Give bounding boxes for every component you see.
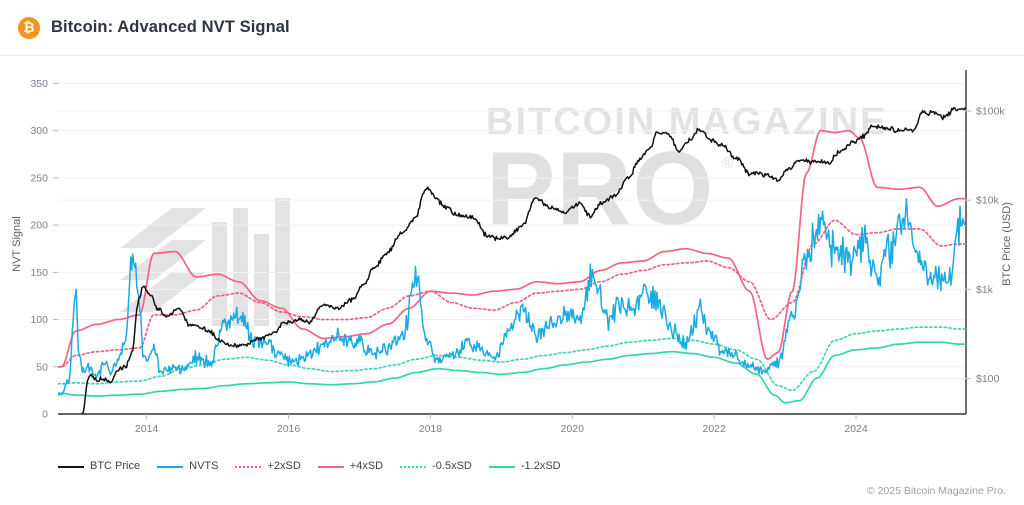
legend-item[interactable]: +2xSD bbox=[235, 460, 301, 472]
legend-swatch bbox=[235, 465, 262, 468]
chart-header: ₿ Bitcoin: Advanced NVT Signal bbox=[0, 0, 1024, 56]
y-axis-tick-label: 100 bbox=[30, 314, 48, 326]
series-line-4xsd bbox=[58, 129, 966, 368]
x-axis-tick-label: 2014 bbox=[135, 423, 159, 435]
y-axis-tick-label: 250 bbox=[30, 172, 48, 184]
chart-legend: BTC Price NVTS +2xSD +4xSD -0.5xSD -1.2xSD bbox=[58, 461, 561, 472]
legend-swatch bbox=[58, 465, 84, 468]
legend-label: NVTS bbox=[189, 460, 219, 472]
legend-label: BTC Price bbox=[90, 460, 141, 472]
x-axis-tick-label: 2018 bbox=[419, 423, 443, 435]
y-axis-tick-label: 0 bbox=[42, 409, 48, 421]
y-axis-tick-label: 150 bbox=[30, 267, 48, 279]
series-line-nvts bbox=[58, 198, 966, 396]
series-line-btc-price bbox=[81, 106, 966, 414]
legend-item[interactable]: NVTS bbox=[157, 461, 218, 472]
legend-item[interactable]: -1.2xSD bbox=[488, 460, 561, 472]
legend-swatch bbox=[157, 465, 184, 468]
y2-axis-tick-label: $1k bbox=[976, 284, 994, 296]
y-axis-title: NVT Signal bbox=[11, 216, 23, 271]
legend-swatch bbox=[488, 465, 515, 468]
legend-label: +2xSD bbox=[267, 460, 301, 472]
series-line-1-2xsd bbox=[58, 341, 966, 404]
bitcoin-icon: ₿ bbox=[18, 16, 40, 39]
y2-axis-tick-label: $10k bbox=[976, 195, 1000, 207]
y2-axis-title: BTC Price (USD) bbox=[1001, 202, 1013, 286]
legend-label: -1.2xSD bbox=[520, 460, 561, 472]
x-axis-tick-label: 2024 bbox=[844, 423, 868, 435]
y2-axis-tick-label: $100k bbox=[976, 106, 1005, 118]
legend-item[interactable]: BTC Price bbox=[58, 461, 140, 472]
legend-swatch bbox=[400, 465, 427, 468]
legend-swatch bbox=[317, 465, 344, 468]
y-axis-tick-label: 350 bbox=[30, 78, 48, 90]
legend-item[interactable]: +4xSD bbox=[317, 460, 384, 472]
copyright-notice: © 2025 Bitcoin Magazine Pro. bbox=[866, 485, 1006, 497]
y-axis-tick-label: 50 bbox=[36, 361, 48, 373]
x-axis-tick-label: 2020 bbox=[561, 423, 585, 435]
x-axis-tick-label: 2022 bbox=[702, 423, 726, 435]
chart-canvas: 0 50 100 150 200 250 300 350 $100 $1k $10k $100k 201… bbox=[11, 70, 1013, 435]
legend-label: -0.5xSD bbox=[432, 460, 472, 472]
y2-axis-tick-label: $100 bbox=[976, 373, 1000, 385]
legend-item[interactable]: -0.5xSD bbox=[400, 461, 472, 472]
chart-plot-area: BITCOIN MAGAZINE PRO ® 0 50 100 150 200 250 30… bbox=[0, 56, 1024, 505]
x-axis-tick-label: 2016 bbox=[277, 423, 301, 435]
page-title: Bitcoin: Advanced NVT Signal bbox=[51, 18, 290, 36]
legend-label: +4xSD bbox=[349, 460, 384, 472]
y-axis-tick-label: 300 bbox=[30, 125, 48, 137]
y-axis-tick-label: 200 bbox=[30, 220, 48, 232]
